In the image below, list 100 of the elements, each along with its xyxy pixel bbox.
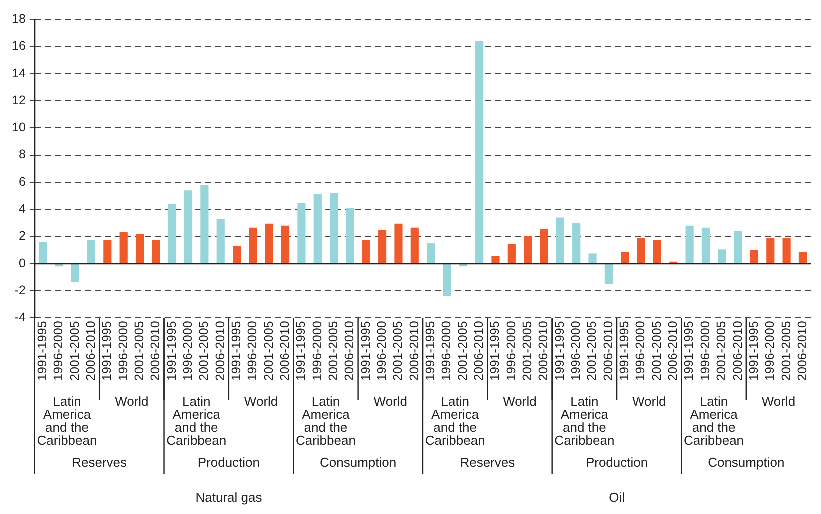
y-tick-label: 12 [12, 93, 26, 108]
bar [330, 193, 338, 264]
x-tick-label: 1996-2000 [440, 321, 454, 382]
x-tick-label: 2006-2010 [795, 321, 810, 382]
bar [378, 230, 387, 264]
bar [492, 256, 500, 264]
x-tick-label: 1996-2000 [180, 321, 195, 382]
y-tick-label: 4 [18, 202, 26, 216]
x-tick-label: 1991-1995 [746, 321, 761, 382]
x-tick-label: 2006-2010 [148, 321, 163, 382]
text: Latin America and the Caribbean [166, 394, 227, 448]
bar [216, 219, 225, 264]
x-tick-label: 2001-2005 [326, 321, 340, 382]
bar [427, 244, 436, 264]
x-tick-label: 1996-2000 [116, 321, 130, 382]
bar [346, 208, 354, 264]
bar [572, 223, 581, 264]
x-tick-label: 2006-2010 [536, 321, 551, 382]
x-tick-label: 1991-1995 [164, 321, 179, 382]
x-tick-label: 2001-2005 [262, 321, 276, 382]
x-tick-label: 2006-2010 [84, 321, 98, 382]
bar [394, 224, 403, 264]
bar [540, 229, 548, 264]
x-tick-label: 2001-2005 [132, 321, 146, 382]
x-tick-label: 1991-1995 [424, 321, 438, 382]
x-tick-label: 1991-1995 [294, 321, 308, 382]
x-tick-label: 2001-2005 [197, 321, 212, 382]
bar [686, 226, 694, 264]
text: Natural gas [196, 490, 263, 506]
x-tick-label: 1996-2000 [375, 321, 390, 382]
text: Oil [609, 490, 626, 506]
x-tick-label: 1996-2000 [504, 321, 518, 382]
text: Latin America and the Caribbean [684, 394, 744, 448]
bar [476, 41, 484, 264]
x-tick-label: 2001-2005 [779, 321, 794, 382]
text: Reserves [460, 455, 516, 470]
x-tick-label: 2006-2010 [342, 321, 357, 382]
bar [87, 240, 96, 264]
bar [588, 254, 597, 264]
text: Reserves [72, 455, 128, 470]
bar [750, 250, 759, 264]
x-tick-label: 1996-2000 [763, 321, 778, 382]
x-tick-label: 2006-2010 [730, 321, 745, 382]
bar [71, 264, 80, 282]
text: World [503, 394, 537, 410]
bar [556, 218, 564, 264]
text: Consumption [708, 455, 785, 470]
text: Latin America and the Caribbean [425, 394, 486, 448]
x-tick-label: 1991-1995 [488, 321, 502, 382]
x-tick-label: 2001-2005 [714, 321, 729, 382]
bar [152, 240, 160, 264]
x-tick-label: 2001-2005 [391, 321, 406, 382]
bar [168, 204, 176, 264]
x-tick-label: 2006-2010 [601, 321, 616, 382]
text: Latin America and the Caribbean [296, 394, 356, 448]
bar [249, 228, 258, 264]
x-tick-label: 1991-1995 [358, 321, 373, 382]
bar [604, 264, 613, 284]
y-tick-label: 6 [18, 174, 26, 189]
y-tick-label: -4 [14, 310, 26, 325]
bar [621, 252, 630, 264]
x-tick-label: 2001-2005 [68, 321, 82, 382]
x-tick-label: 1991-1995 [552, 321, 567, 382]
text: Latin America and the Caribbean [37, 394, 98, 448]
y-tick-label: -2 [14, 284, 26, 298]
x-tick-label: 2006-2010 [407, 321, 422, 382]
x-tick-label: 2006-2010 [666, 321, 680, 382]
y-tick-label: 16 [12, 39, 26, 54]
bar [637, 238, 646, 264]
bar [232, 246, 242, 264]
bar [104, 240, 112, 264]
x-tick-label: 1996-2000 [310, 321, 324, 382]
y-tick-label: 2 [18, 229, 26, 244]
text: World [374, 394, 408, 410]
x-tick-label: 1991-1995 [618, 321, 632, 382]
bar [200, 185, 209, 264]
text: World [762, 394, 796, 410]
text: World [632, 394, 666, 410]
x-tick-label: 1996-2000 [634, 321, 648, 382]
x-tick-label: 2001-2005 [585, 321, 600, 382]
bar [653, 240, 662, 264]
bar [281, 226, 290, 264]
x-tick-label: 1991-1995 [100, 321, 114, 382]
x-tick-label: 1996-2000 [246, 321, 260, 382]
bar [184, 190, 193, 264]
bar [798, 252, 808, 264]
bar [508, 244, 516, 264]
bar [314, 194, 322, 264]
x-tick-label: 2006-2010 [278, 321, 292, 382]
x-tick-label: 2001-2005 [650, 321, 664, 382]
x-tick-label: 2001-2005 [520, 321, 535, 382]
y-tick-label: 18 [12, 12, 26, 26]
x-tick-label: 2006-2010 [213, 321, 228, 382]
x-tick-label: 1996-2000 [569, 321, 584, 382]
x-tick-label: 2001-2005 [456, 321, 470, 382]
bar [362, 240, 370, 264]
bar [298, 203, 306, 264]
bar [782, 238, 791, 264]
bar [38, 242, 48, 264]
bar [734, 231, 742, 264]
